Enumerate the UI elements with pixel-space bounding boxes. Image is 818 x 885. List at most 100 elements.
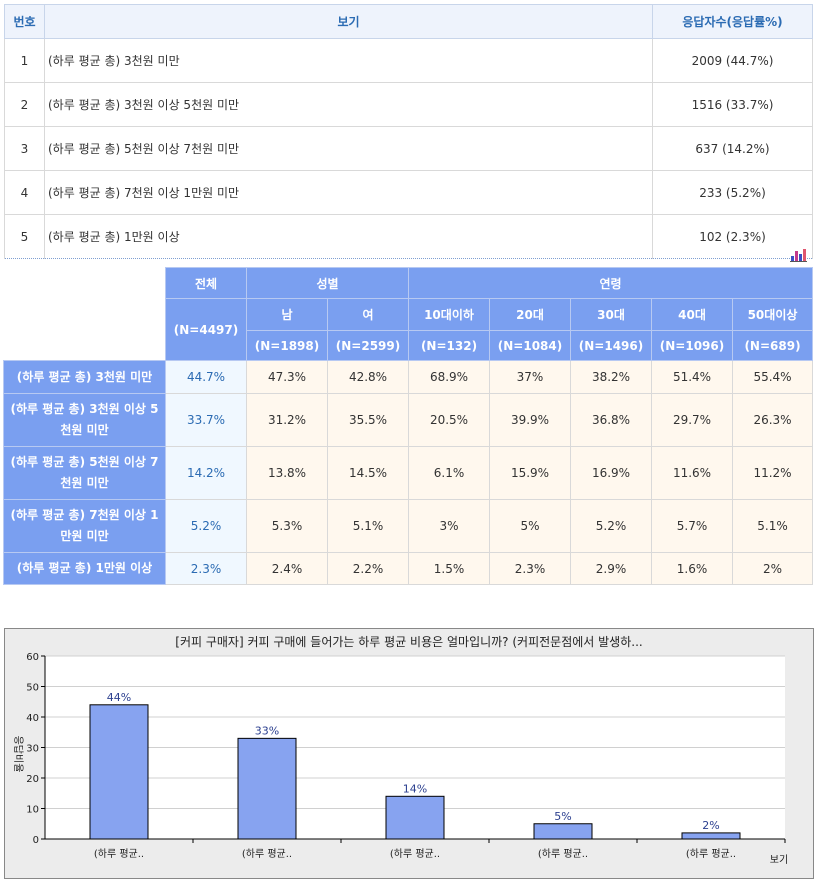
bar-chart: [커피 구매자] 커피 구매에 들어가는 하루 평균 비용은 얼마입니까? (커… [4, 628, 814, 879]
gender-male-n: (N=1898) [246, 330, 328, 361]
bar [237, 737, 297, 840]
total-value: 14.2% [165, 446, 247, 500]
y-tick-label: 60 [26, 652, 39, 663]
corner-blank [3, 267, 166, 361]
y-tick-label: 50 [26, 683, 39, 694]
x-axis-label: 보기 [770, 854, 788, 866]
row-option: (하루 평균 총) 1만원 이상 [44, 214, 653, 259]
table-row: (하루 평균 총) 3천원 미만 44.7% 47.3% 42.8% 68.9%… [3, 360, 813, 394]
table-row: (하루 평균 총) 3천원 이상 5천원 미만 33.7% 31.2% 35.5… [3, 393, 813, 447]
response-table: 번호 보기 응답자수(응답률%) 1 (하루 평균 총) 3천원 미만 2009… [4, 4, 813, 259]
cell-value: 47.3% [246, 360, 328, 394]
row-count: 1516 (33.7%) [652, 82, 813, 127]
age-50s-n: (N=689) [732, 330, 813, 361]
total-value: 33.7% [165, 393, 247, 447]
cell-value: 42.8% [327, 360, 409, 394]
cell-value: 5.3% [246, 499, 328, 553]
cell-value: 29.7% [651, 393, 733, 447]
cell-value: 6.1% [408, 446, 490, 500]
total-n: (N=4497) [165, 298, 247, 361]
row-number: 2 [4, 82, 45, 127]
total-value: 2.3% [165, 552, 247, 585]
table-row: 2 (하루 평균 총) 3천원 이상 5천원 미만 1516 (33.7%) [4, 82, 813, 127]
table-row: (하루 평균 총) 5천원 이상 7천원 미만 14.2% 13.8% 14.5… [3, 446, 813, 500]
y-axis-label: 응답비율 [12, 736, 24, 773]
cell-value: 1.6% [651, 552, 733, 585]
response-table-header: 번호 보기 응답자수(응답률%) [4, 4, 813, 39]
cell-value: 37% [489, 360, 571, 394]
chart-plot: 0 10 20 30 40 50 60 응답비율 44% (하루 평균.. 33% (하루 평균.. 1… [12, 652, 788, 866]
row-label: (하루 평균 총) 3천원 이상 5천원 미만 [3, 393, 166, 447]
age-20s-n: (N=1084) [489, 330, 571, 361]
cell-value: 5.1% [732, 499, 813, 553]
row-label: (하루 평균 총) 7천원 이상 1만원 미만 [3, 499, 166, 553]
cell-value: 2% [732, 552, 813, 585]
table-row: 5 (하루 평균 총) 1만원 이상 102 (2.3%) [4, 214, 813, 259]
age-30s-n: (N=1496) [570, 330, 652, 361]
bar [385, 795, 445, 840]
cell-value: 2.2% [327, 552, 409, 585]
cell-value: 20.5% [408, 393, 490, 447]
x-tick-label: (하루 평균.. [242, 847, 292, 860]
cell-value: 11.2% [732, 446, 813, 500]
x-tick-label: (하루 평균.. [94, 847, 144, 860]
y-tick-label: 10 [26, 805, 39, 816]
cell-value: 36.8% [570, 393, 652, 447]
x-tick-label: (하루 평균.. [390, 847, 440, 860]
col-option-header: 보기 [44, 4, 653, 39]
data-label: 14% [403, 782, 427, 795]
row-count: 233 (5.2%) [652, 170, 813, 215]
row-option: (하루 평균 총) 5천원 이상 7천원 미만 [44, 126, 653, 171]
cell-value: 16.9% [570, 446, 652, 500]
bar [533, 823, 593, 840]
age-10s-n: (N=132) [408, 330, 490, 361]
row-option: (하루 평균 총) 3천원 이상 5천원 미만 [44, 82, 653, 127]
row-count: 102 (2.3%) [652, 214, 813, 259]
total-header: 전체 [165, 267, 247, 299]
chart-title: [커피 구매자] 커피 구매에 들어가는 하루 평균 비용은 얼마입니까? (커… [175, 635, 643, 649]
age-header: 연령 [408, 267, 813, 299]
gender-female-header: 여 [327, 298, 409, 331]
cell-value: 3% [408, 499, 490, 553]
cell-value: 5.2% [570, 499, 652, 553]
cell-value: 68.9% [408, 360, 490, 394]
row-number: 1 [4, 38, 45, 83]
data-label: 44% [107, 691, 131, 704]
cell-value: 51.4% [651, 360, 733, 394]
cell-value: 26.3% [732, 393, 813, 447]
y-tick-label: 20 [26, 774, 39, 785]
cell-value: 1.5% [408, 552, 490, 585]
age-30s-header: 30대 [570, 298, 652, 331]
table-row: 4 (하루 평균 총) 7천원 이상 1만원 미만 233 (5.2%) [4, 170, 813, 215]
gender-female-n: (N=2599) [327, 330, 409, 361]
row-count: 2009 (44.7%) [652, 38, 813, 83]
cell-value: 13.8% [246, 446, 328, 500]
age-50s-header: 50대이상 [732, 298, 813, 331]
cell-value: 2.3% [489, 552, 571, 585]
bar-chart-icon[interactable] [790, 247, 807, 262]
total-value: 5.2% [165, 499, 247, 553]
cell-value: 39.9% [489, 393, 571, 447]
row-label: (하루 평균 총) 1만원 이상 [3, 552, 166, 585]
cell-value: 11.6% [651, 446, 733, 500]
row-label: (하루 평균 총) 3천원 미만 [3, 360, 166, 394]
y-tick-label: 0 [33, 835, 39, 846]
x-tick-label: (하루 평균.. [538, 847, 588, 860]
col-number-header: 번호 [4, 4, 45, 39]
data-label: 33% [255, 724, 279, 737]
table-row: (하루 평균 총) 1만원 이상 2.3% 2.4% 2.2% 1.5% 2.3… [3, 552, 813, 585]
cell-value: 5.7% [651, 499, 733, 553]
cell-value: 5% [489, 499, 571, 553]
cell-value: 55.4% [732, 360, 813, 394]
bar [681, 832, 741, 840]
row-number: 5 [4, 214, 45, 259]
row-number: 4 [4, 170, 45, 215]
crosstab-table: 전체 성별 연령 (N=4497) 남 여 10대이하 20대 30대 40대 … [3, 267, 813, 585]
cell-value: 35.5% [327, 393, 409, 447]
table-row: 1 (하루 평균 총) 3천원 미만 2009 (44.7%) [4, 38, 813, 83]
cell-value: 38.2% [570, 360, 652, 394]
data-label: 5% [554, 810, 571, 823]
y-tick-label: 40 [26, 713, 39, 724]
total-value: 44.7% [165, 360, 247, 394]
cell-value: 2.4% [246, 552, 328, 585]
